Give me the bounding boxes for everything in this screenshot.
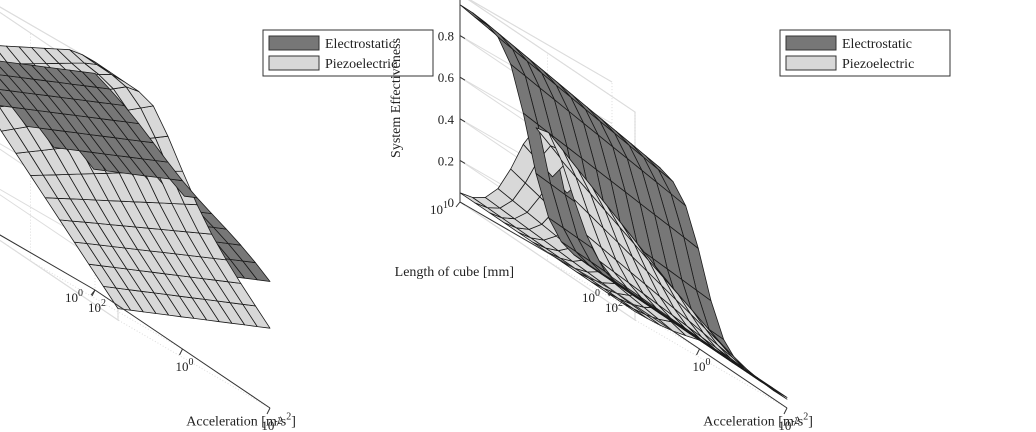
electrostatic-patch [81,71,110,90]
piezoelectric-patch [717,344,746,370]
legend-label-electrostatic: Electrostatic [325,37,395,52]
y-axis-line [0,234,96,291]
z-tick [459,118,466,123]
z-tick-label: 0.8 [438,29,454,44]
y-axis-label: Length of cube [mm] [395,265,514,280]
y-tick [455,201,461,208]
z-tick-label: 0.2 [438,153,454,168]
y-tick [90,289,96,296]
y-tick-label: 101 [430,200,448,217]
legend-label-piezoelectric: Piezoelectric [842,57,914,72]
x-axis-label: Acceleration [m/s2] [186,412,296,430]
z-tick-label: 0.6 [438,70,455,85]
z-tick [459,201,466,206]
x-tick-label: 102 [605,298,623,315]
z-tick [459,35,466,40]
legend-label-electrostatic: Electrostatic [842,37,912,52]
y-tick-label: 100 [65,288,83,305]
legend-swatch-electrostatic [785,35,837,51]
z-gridline [468,0,636,113]
x-tick-label: 102 [88,298,106,315]
x-tick-label: 100 [693,357,711,374]
z-tick-label: 0.4 [438,112,455,127]
power-surface-plot: 10-810-610-410-210010210210010-2100101Ac… [0,6,434,432]
electrostatic-patch [598,271,627,290]
z-tick-label: 1 [448,0,455,2]
surface-mesh [0,45,271,329]
x-tick-label: 10-2 [261,416,282,432]
z-tick-label: 0 [448,195,455,210]
z-axis-label: System Effectiveness [389,38,404,158]
x-tick [266,407,271,415]
legend-swatch-electrostatic [268,35,320,51]
x-tick-label: 10-2 [778,416,799,432]
legend-swatch-piezoelectric [785,55,837,71]
z-tick [459,76,466,81]
x-tick-label: 100 [176,357,194,374]
effectiveness-surface-plot: 0 0.2 0.4 0.6 0.8 1 102 100 10-2 100 101 Accelerati… [389,0,951,432]
piezoelectric-patch [598,260,627,288]
x-tick [696,348,700,356]
legend-swatch-piezoelectric [268,55,320,71]
x-tick [783,407,788,415]
y-tick [607,289,613,296]
surface-mesh [459,4,788,400]
z-gridline [0,188,119,275]
piezoelectric-patch [81,54,110,73]
x-axis-label: Acceleration [m/s2] [703,412,813,430]
y-tick-label: 100 [582,288,600,305]
x-tick [179,348,183,356]
y-axis-line [459,201,613,291]
legend-label-piezoelectric: Piezoelectric [325,57,397,72]
legend: Electrostatic Piezoelectric [262,29,434,77]
z-tick [459,159,466,164]
legend: Electrostatic Piezoelectric [779,29,951,77]
